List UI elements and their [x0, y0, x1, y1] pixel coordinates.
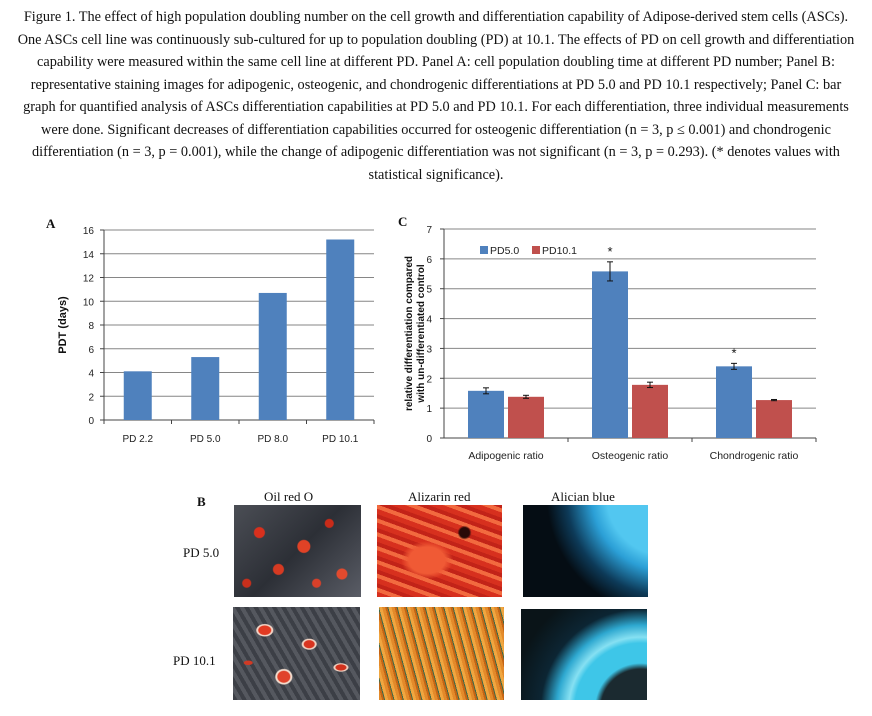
chart-a-pdt: 0 2 4 6 8 10 12 14 16 PD 2.2 PD 5.0 PD 8.0 PD 10.1 PD…: [57, 226, 375, 445]
y-tick-label: 8: [88, 321, 94, 332]
micrograph-oil-red-pd10: [233, 607, 360, 700]
y-tick-label: 4: [426, 315, 432, 326]
x-tick-label: PD 2.2: [122, 434, 153, 445]
y-tick-label: 6: [426, 255, 432, 266]
y-tick-label: 14: [83, 250, 95, 261]
row-label-pd10: PD 10.1: [173, 653, 216, 668]
micrograph-alizarin-pd5: [377, 505, 502, 597]
col-label-alizarin-red: Alizarin red: [408, 489, 471, 504]
bar-pd50-chondrogenic: [716, 366, 752, 438]
micrograph-alcian-pd10: [521, 609, 647, 700]
bar-pd101-chondrogenic: [756, 400, 792, 438]
x-tick-label: Osteogenic ratio: [592, 450, 669, 462]
bar-pd50-osteogenic: [592, 271, 628, 438]
y-tick-label: 2: [88, 392, 94, 403]
micrograph-oil-red-pd5: [234, 505, 361, 597]
legend-label-pd101: PD10.1: [542, 245, 577, 257]
col-label-oil-red-o: Oil red O: [264, 489, 314, 504]
row-label-pd5: PD 5.0: [183, 545, 220, 560]
y-axis-label: PDT (days): [57, 296, 69, 354]
significance-marker: *: [607, 244, 612, 259]
col-label-alician-blue: Alician blue: [551, 489, 615, 504]
bar-pd-2-2: [123, 371, 152, 420]
y-tick-label: 7: [426, 225, 432, 236]
y-tick-label: 4: [88, 369, 94, 380]
y-tick-label: 0: [88, 416, 94, 427]
y-tick-label: 10: [83, 297, 95, 308]
bar-pd-10-1: [326, 239, 355, 420]
micrograph-alizarin-pd10: [379, 607, 504, 700]
legend-swatch-pd50: [480, 246, 488, 254]
y-tick-label: 16: [83, 226, 95, 237]
y-tick-label: 12: [83, 274, 95, 285]
y-axis-label-line2: with un-differentiated control: [416, 264, 427, 404]
x-tick-label: PD 10.1: [322, 434, 359, 445]
bar-pd-5-0: [191, 357, 220, 420]
y-tick-label: 0: [426, 434, 432, 445]
x-tick-label: PD 8.0: [257, 434, 288, 445]
panel-c-label: C: [398, 214, 408, 229]
bar-pd50-adipogenic: [468, 390, 504, 438]
micrograph-alcian-pd5: [523, 505, 648, 597]
chart-c-differentiation: 0 1 2 3 4 5 6 7 Adipogenic ratio * Osteogenic rati…: [404, 225, 817, 462]
y-tick-label: 3: [426, 344, 432, 355]
bar-pd101-adipogenic: [508, 396, 544, 438]
y-tick-label: 1: [426, 404, 432, 415]
figure-caption: Figure 1. The effect of high population …: [17, 9, 855, 183]
y-axis-label-line1: relative differentiation compared: [404, 256, 415, 411]
bar-pd-8-0: [258, 292, 287, 420]
y-tick-label: 5: [426, 285, 432, 296]
x-tick-label: PD 5.0: [190, 434, 221, 445]
panel-b-label: B: [197, 494, 206, 509]
x-tick-label: Adipogenic ratio: [468, 450, 543, 462]
y-tick-label: 6: [88, 345, 94, 356]
significance-marker: *: [731, 345, 736, 360]
y-tick-label: 2: [426, 374, 432, 385]
legend-label-pd50: PD5.0: [490, 245, 519, 257]
panel-a-label: A: [46, 216, 56, 231]
x-tick-label: Chondrogenic ratio: [710, 450, 799, 462]
bar-pd101-osteogenic: [632, 384, 668, 438]
legend-swatch-pd101: [532, 246, 540, 254]
